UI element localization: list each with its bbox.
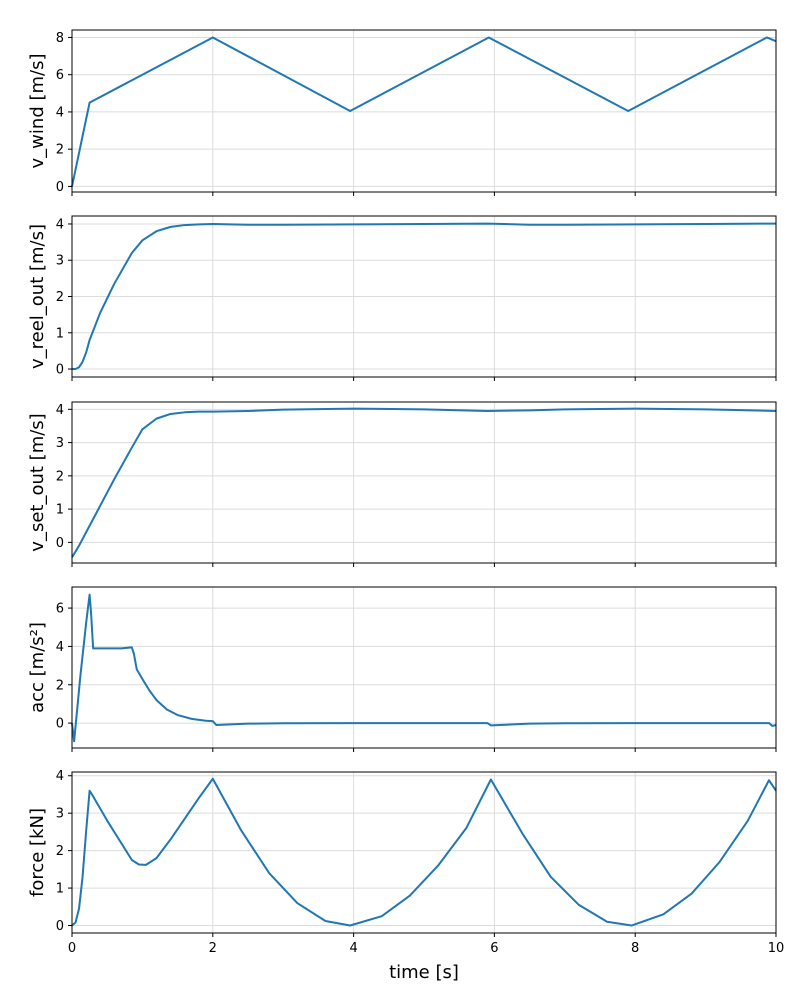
series-line (71, 777, 777, 927)
y-tick-label: 4 (56, 105, 64, 120)
y-axis-label: v_set_out [m/s] (27, 413, 48, 551)
y-tick-label: 4 (56, 769, 64, 784)
y-tick-label: 6 (56, 68, 64, 83)
y-tick-label: 0 (56, 717, 64, 732)
y-tick-label: 8 (56, 31, 64, 46)
subplot-2: 0 1 2 3 4 v_reel_out [m/s] (27, 215, 777, 381)
y-tick-label: 2 (56, 469, 64, 484)
subplot-stack: 0 2 4 6 8 v_wind [m/s] 0 1 2 3 4 v_reel_out [m/s] 0 1… (27, 29, 784, 956)
y-tick-label: 0 (56, 536, 64, 551)
x-tick-label: 8 (631, 941, 639, 956)
axes-frame (71, 29, 777, 193)
x-axis-label: time [s] (389, 962, 459, 983)
y-tick-label: 3 (56, 254, 64, 269)
subplot-4: 0 2 4 6 acc [m/s²] (27, 586, 777, 752)
y-axis-label: acc [m/s²] (27, 622, 48, 713)
subplot-3: 0 1 2 3 4 v_set_out [m/s] (27, 401, 777, 567)
y-tick-label: 4 (56, 640, 64, 655)
axes-frame (71, 586, 777, 749)
y-tick-label: 6 (56, 602, 64, 617)
series-line (71, 593, 777, 743)
y-axis-label: force [kN] (27, 808, 48, 897)
y-tick-label: 1 (56, 882, 64, 897)
y-tick-label: 0 (56, 180, 64, 195)
y-tick-label: 4 (56, 217, 64, 232)
x-tick-label: 4 (349, 941, 357, 956)
y-tick-label: 3 (56, 807, 64, 822)
y-tick-label: 2 (56, 290, 64, 305)
series-line (71, 36, 777, 187)
y-tick-label: 2 (56, 678, 64, 693)
x-tick-label: 2 (209, 941, 217, 956)
axes-frame (71, 771, 777, 934)
y-axis-label: v_reel_out [m/s] (27, 224, 48, 369)
x-tick-label: 10 (768, 941, 785, 956)
y-tick-label: 4 (56, 403, 64, 418)
axes-frame (71, 401, 777, 564)
y-tick-label: 2 (56, 844, 64, 859)
x-tick-label: 0 (68, 941, 76, 956)
y-axis-label: v_wind [m/s] (27, 54, 48, 169)
subplot-5: 0 1 2 3 4 0 2 4 6 8 10 force [kN] (27, 769, 784, 956)
x-tick-label: 6 (490, 941, 498, 956)
y-tick-label: 0 (56, 363, 64, 378)
series-line (72, 222, 777, 371)
series-line (71, 407, 777, 558)
subplot-1: 0 2 4 6 8 v_wind [m/s] (27, 29, 777, 196)
y-tick-label: 1 (56, 503, 64, 518)
y-tick-label: 1 (56, 326, 64, 341)
y-tick-label: 2 (56, 143, 64, 158)
y-tick-label: 3 (56, 436, 64, 451)
y-tick-label: 0 (56, 919, 64, 934)
